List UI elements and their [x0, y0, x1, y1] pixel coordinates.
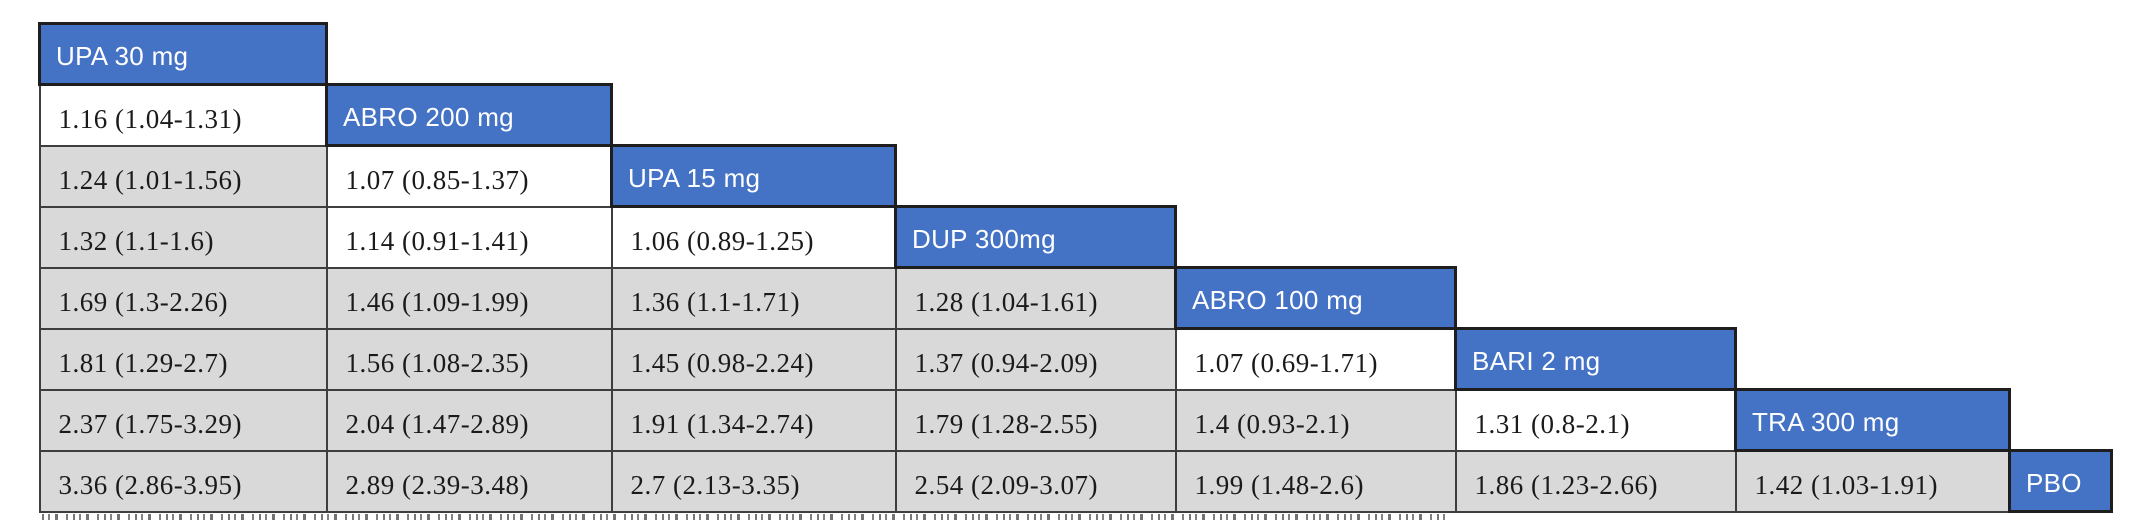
cropped-caption-text — [42, 514, 1447, 520]
estimate-cell: 1.37 (0.94-2.09) — [894, 327, 1177, 391]
table-row: 1.24 (1.01-1.56) 1.07 (0.85-1.37) UPA 15 m… — [38, 144, 2112, 208]
table-row: 3.36 (2.86-3.95) 2.89 (2.39-3.48) 2.7 (2.1… — [38, 449, 2113, 513]
treatment-diagonal-cell: DUP 300mg — [894, 205, 1177, 269]
estimate-cell: 2.89 (2.39-3.48) — [325, 449, 613, 513]
treatment-diagonal-cell: ABRO 200 mg — [325, 83, 613, 147]
estimate-cell: 1.56 (1.08-2.35) — [325, 327, 613, 391]
estimate-cell: 1.81 (1.29-2.7) — [38, 327, 328, 391]
estimate-cell: 1.32 (1.1-1.6) — [38, 205, 328, 269]
table-row: UPA 30 mg — [38, 22, 2112, 86]
estimate-cell: 1.28 (1.04-1.61) — [894, 266, 1177, 330]
estimate-cell: 1.4 (0.93-2.1) — [1174, 388, 1457, 452]
estimate-cell: 1.24 (1.01-1.56) — [38, 144, 328, 208]
estimate-cell: 1.06 (0.89-1.25) — [610, 205, 897, 269]
estimate-cell: 2.54 (2.09-3.07) — [894, 449, 1177, 513]
estimate-cell: 1.86 (1.23-2.66) — [1454, 449, 1737, 513]
estimate-cell: 1.99 (1.48-2.6) — [1174, 449, 1457, 513]
table-row: 1.81 (1.29-2.7) 1.56 (1.08-2.35) 1.45 (0.9… — [38, 327, 2112, 391]
league-table: UPA 30 mg 1.16 (1.04-1.31) ABRO 200 mg 1.24… — [38, 22, 2113, 513]
treatment-diagonal-cell: ABRO 100 mg — [1174, 266, 1457, 330]
treatment-diagonal-cell: UPA 30 mg — [38, 22, 328, 86]
league-table-body: UPA 30 mg 1.16 (1.04-1.31) ABRO 200 mg 1.24… — [38, 22, 2113, 513]
table-row: 1.32 (1.1-1.6) 1.14 (0.91-1.41) 1.06 (0.89… — [38, 205, 2112, 269]
estimate-cell: 1.42 (1.03-1.91) — [1734, 449, 2011, 513]
estimate-cell: 1.69 (1.3-2.26) — [38, 266, 328, 330]
estimate-cell: 1.16 (1.04-1.31) — [38, 83, 328, 147]
estimate-cell: 3.36 (2.86-3.95) — [38, 449, 328, 513]
estimate-cell: 1.07 (0.85-1.37) — [325, 144, 613, 208]
table-row: 1.16 (1.04-1.31) ABRO 200 mg — [38, 83, 2112, 147]
estimate-cell: 1.46 (1.09-1.99) — [325, 266, 613, 330]
estimate-cell: 1.07 (0.69-1.71) — [1174, 327, 1457, 391]
treatment-diagonal-cell: TRA 300 mg — [1734, 388, 2011, 452]
estimate-cell: 1.91 (1.34-2.74) — [610, 388, 897, 452]
table-row: 1.69 (1.3-2.26) 1.46 (1.09-1.99) 1.36 (1.1… — [38, 266, 2112, 330]
treatment-diagonal-cell: BARI 2 mg — [1454, 327, 1737, 391]
estimate-cell: 2.37 (1.75-3.29) — [38, 388, 328, 452]
estimate-cell: 1.36 (1.1-1.71) — [610, 266, 897, 330]
treatment-diagonal-cell: UPA 15 mg — [610, 144, 897, 208]
estimate-cell: 2.04 (1.47-2.89) — [325, 388, 613, 452]
table-row: 2.37 (1.75-3.29) 2.04 (1.47-2.89) 1.91 (1.… — [38, 388, 2112, 452]
estimate-cell: 1.31 (0.8-2.1) — [1454, 388, 1737, 452]
treatment-diagonal-cell: PBO — [2008, 449, 2113, 513]
league-table-figure: UPA 30 mg 1.16 (1.04-1.31) ABRO 200 mg 1.24… — [38, 22, 2113, 513]
estimate-cell: 1.14 (0.91-1.41) — [325, 205, 613, 269]
estimate-cell: 1.79 (1.28-2.55) — [894, 388, 1177, 452]
estimate-cell: 2.7 (2.13-3.35) — [610, 449, 897, 513]
estimate-cell: 1.45 (0.98-2.24) — [610, 327, 897, 391]
